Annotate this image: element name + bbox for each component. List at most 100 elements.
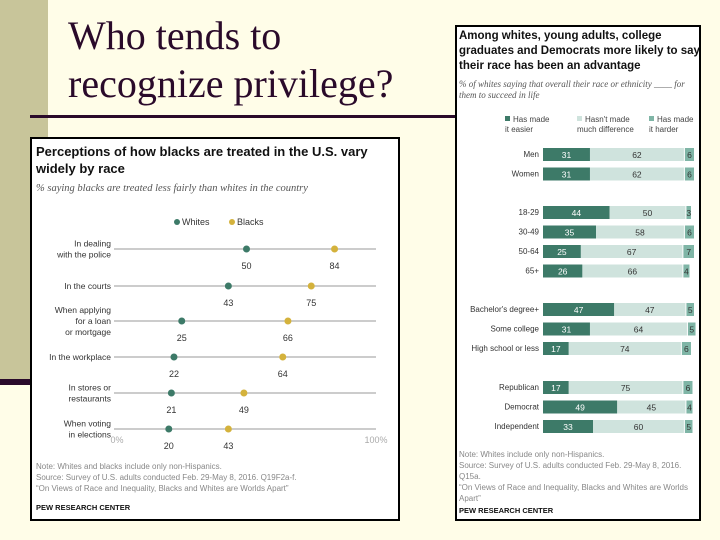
bar-segment	[543, 148, 590, 161]
bar-segment	[543, 381, 569, 394]
data-label: 84	[330, 261, 340, 271]
data-point	[224, 282, 232, 290]
bar-segment	[543, 167, 590, 181]
stacked-bar-chart: Has made it easier Hasn't made much differe…	[470, 115, 696, 433]
bar-segment	[543, 245, 581, 258]
row-label: 18-29	[519, 208, 540, 217]
row-label: 65+	[525, 267, 539, 276]
data-point	[167, 389, 175, 397]
data-label: 22	[169, 369, 179, 379]
bar-segment	[543, 206, 610, 219]
bar-segment	[609, 206, 686, 219]
bar-segment	[614, 303, 686, 316]
bar-segment	[686, 400, 693, 414]
bar-value-label: 64	[634, 325, 644, 335]
bar-value-label: 6	[684, 344, 689, 354]
data-point	[284, 317, 292, 325]
bar-value-label: 67	[627, 247, 637, 257]
bar-value-label: 25	[557, 247, 567, 257]
chart-title: Among whites, young adults, college grad…	[459, 30, 700, 72]
data-label: 20	[164, 441, 174, 451]
bar-value-label: 47	[645, 305, 655, 315]
chart-title: Perceptions of how blacks are treated in…	[36, 144, 368, 176]
row-label: 30-49	[519, 228, 540, 237]
data-label: 43	[223, 298, 233, 308]
bar-segment	[543, 400, 618, 414]
data-point	[178, 317, 186, 325]
bar-segment	[593, 420, 684, 433]
decorative-bar	[0, 379, 42, 385]
bar-value-label: 62	[632, 170, 642, 180]
bar-value-label: 58	[635, 228, 645, 238]
data-label: 66	[283, 333, 293, 343]
bar-segment	[684, 225, 694, 239]
data-point	[170, 353, 178, 361]
bar-segment	[543, 264, 583, 278]
bar-value-label: 3	[686, 208, 691, 218]
chart-source: Source: Survey of U.S. adults conducted …	[459, 461, 682, 481]
chart-subtitle: % of whites saying that overall their ra…	[459, 79, 685, 100]
data-point	[307, 282, 315, 290]
data-label: 43	[223, 441, 233, 451]
bar-segment	[687, 322, 696, 336]
row-label: Republican	[499, 383, 539, 392]
category-label: In the workplace	[49, 352, 111, 362]
data-point	[240, 389, 248, 397]
bar-segment	[683, 245, 694, 258]
bar-value-label: 6	[687, 228, 692, 238]
bar-value-label: 75	[621, 383, 631, 393]
data-point	[331, 245, 339, 253]
bar-value-label: 66	[628, 267, 638, 277]
bar-segment	[684, 420, 693, 433]
bar-value-label: 49	[575, 403, 585, 413]
brand-logo: PEW RESEARCH CENTER	[36, 503, 131, 512]
data-label: 21	[166, 405, 176, 415]
bar-segment	[589, 167, 684, 181]
category-label: In dealing with the police	[56, 239, 111, 260]
chart-note: Note: Whites include only non-Hispanics.	[459, 450, 605, 459]
axis-tick-label: 100%	[364, 435, 387, 445]
data-label: 75	[306, 298, 316, 308]
brand-logo: PEW RESEARCH CENTER	[459, 506, 554, 515]
bar-segment	[568, 342, 681, 355]
data-label: 49	[239, 405, 249, 415]
bar-segment	[543, 420, 593, 433]
bar-segment	[686, 303, 694, 316]
bar-value-label: 31	[562, 170, 572, 180]
bar-value-label: 45	[647, 403, 657, 413]
row-label: Independent	[495, 422, 540, 431]
bar-value-label: 5	[688, 305, 693, 315]
bar-value-label: 4	[687, 403, 692, 413]
bar-value-label: 6	[687, 170, 692, 180]
stacked-bar-panel: Among whites, young adults, college grad…	[455, 25, 701, 521]
bar-segment	[683, 264, 690, 278]
bar-value-label: 44	[572, 208, 582, 218]
legend-label: Blacks	[237, 217, 264, 227]
data-label: 64	[278, 369, 288, 379]
category-label: In the courts	[64, 281, 111, 291]
row-label: Some college	[491, 325, 540, 334]
data-label: 25	[177, 333, 187, 343]
bar-segment	[686, 206, 691, 219]
bar-segment	[580, 245, 683, 258]
legend-swatch	[649, 116, 654, 121]
bar-segment	[582, 264, 683, 278]
bar-segment	[596, 225, 684, 239]
chart-subtitle: % saying blacks are treated less fairly …	[36, 183, 308, 194]
data-point	[224, 425, 232, 433]
bar-segment	[589, 148, 684, 161]
bar-value-label: 31	[562, 150, 572, 160]
data-point	[279, 353, 287, 361]
legend-label: Whites	[182, 217, 210, 227]
legend-label: Hasn't made much difference	[577, 115, 634, 134]
bar-segment	[684, 167, 694, 181]
bar-value-label: 47	[574, 305, 584, 315]
bar-segment	[617, 400, 686, 414]
bar-segment	[589, 322, 687, 336]
bar-value-label: 74	[620, 344, 630, 354]
data-point	[165, 425, 173, 433]
bar-segment	[568, 381, 683, 394]
bar-value-label: 4	[684, 267, 689, 277]
bar-value-label: 60	[634, 422, 644, 432]
row-label: 50-64	[519, 247, 540, 256]
